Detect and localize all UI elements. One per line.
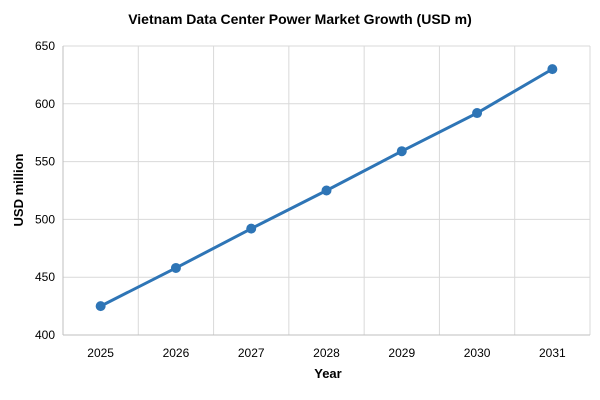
y-tick-label: 450	[35, 270, 55, 284]
x-tick-label: 2031	[539, 346, 566, 360]
y-tick-label: 650	[35, 39, 55, 53]
data-point	[321, 185, 332, 196]
x-tick-label: 2029	[388, 346, 415, 360]
y-tick-label: 550	[35, 155, 55, 169]
chart-title: Vietnam Data Center Power Market Growth …	[128, 11, 472, 27]
y-tick-label: 600	[35, 97, 55, 111]
y-axis-label: USD million	[11, 153, 26, 226]
x-tick-label: 2030	[464, 346, 491, 360]
data-point	[472, 108, 483, 119]
x-tick-label: 2027	[238, 346, 265, 360]
y-tick-label: 400	[35, 328, 55, 342]
x-tick-label: 2028	[313, 346, 340, 360]
y-tick-label: 500	[35, 212, 55, 226]
x-axis-label: Year	[314, 366, 341, 381]
data-point	[246, 223, 257, 234]
data-point	[396, 146, 407, 157]
data-point	[547, 64, 558, 75]
x-tick-label: 2026	[163, 346, 190, 360]
axes	[62, 46, 590, 336]
data-point	[170, 262, 181, 273]
data-point	[95, 301, 106, 312]
point-layer	[95, 64, 558, 312]
x-tick-label: 2025	[87, 346, 114, 360]
tick-labels: 400 450 500 550 600 650 2025 2026 2027 2028 2029 20…	[35, 39, 566, 360]
grid	[62, 45, 591, 336]
